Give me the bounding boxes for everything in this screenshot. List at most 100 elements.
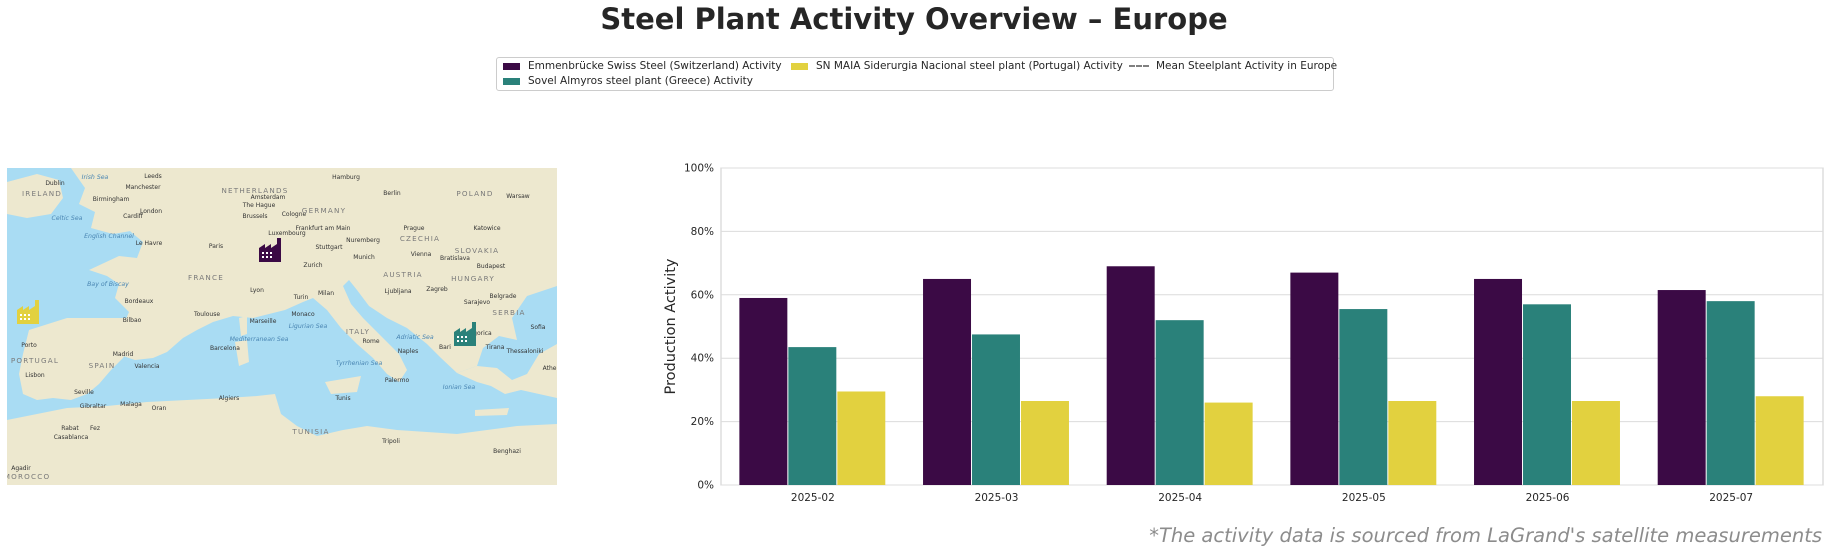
map-label-bay-of-biscay: Bay of Biscay (87, 281, 129, 288)
map-label-zagreb: Zagreb (426, 286, 448, 293)
map-label-cardiff: Cardiff (123, 213, 144, 220)
map-label-seville: Seville (74, 389, 94, 396)
map-label-amsterdam: Amsterdam (251, 194, 286, 201)
map-label-algiers: Algiers (219, 395, 240, 402)
factory-shape (454, 322, 476, 346)
factory-window (262, 252, 264, 254)
factory-window (28, 314, 30, 316)
y-tick-label: 20% (691, 416, 714, 428)
map-label-palermo: Palermo (385, 377, 410, 384)
map-label-italy: ITALY (346, 327, 370, 336)
map-label-malaga: Malaga (120, 401, 142, 408)
map-label-tirana: Tirana (485, 344, 505, 351)
europe-map-graphic: IRELAND Dublin Irish Sea Leeds Manchester Bir… (7, 168, 557, 485)
map-land-east (457, 344, 557, 398)
map-land-corsica (239, 316, 247, 336)
map-label-budapest: Budapest (477, 263, 506, 270)
map-land-north (89, 168, 557, 382)
map-label-stuttgart: Stuttgart (316, 244, 344, 251)
factory-window (457, 340, 459, 342)
map-label-paris: Paris (209, 243, 223, 250)
bar-sn-2025-06 (1571, 400, 1620, 485)
map-label-turin: Turin (293, 294, 309, 301)
legend-item-maia: SN MAIA Siderurgia Nacional steel plant … (791, 60, 1123, 72)
map-label-tunis: Tunis (334, 395, 350, 402)
factory-window (270, 252, 272, 254)
map-label-poland: POLAND (456, 189, 493, 198)
map-label-ljubljana: Ljubljana (384, 288, 411, 295)
map-label-austria: AUSTRIA (383, 270, 423, 279)
map-label-the-hague: The Hague (242, 202, 276, 209)
factory-window (28, 318, 30, 320)
map-label-agadir: Agadir (11, 465, 31, 472)
bar-chart: 0% 20% 40% 60% 80% 100% 2025-02 2025-03 2025-04 2… (600, 150, 1828, 510)
bar-sovel-2025-06 (1523, 304, 1571, 485)
map-label-fez: Fez (90, 425, 100, 432)
map-label-cologne: Cologne (282, 211, 307, 218)
map-label-frankfurt-am-main: Frankfurt am Main (296, 225, 351, 232)
factory-window (465, 336, 467, 338)
map-label-celtic-sea: Celtic Sea (52, 214, 83, 222)
map-label-casablanca: Casablanca (54, 434, 89, 441)
legend-swatch-maia (791, 62, 808, 70)
map-label-sofia: Sofia (531, 324, 546, 331)
legend-swatch-sovel (503, 77, 520, 85)
map-land-ireland (7, 174, 63, 218)
map-land-sicily (325, 376, 361, 394)
bar-sovel-2025-04 (1155, 320, 1204, 485)
y-tick-label: 0% (697, 480, 714, 492)
bar-emmenbr-cke-2025-03 (923, 278, 972, 485)
bar-sovel-2025-02 (788, 347, 837, 485)
map-label-berlin: Berlin (383, 190, 401, 197)
legend-item-emmenbrucke: Emmenbrücke Swiss Steel (Switzerland) Ac… (503, 60, 782, 72)
map-label-barcelona: Barcelona (210, 345, 240, 352)
map-label-podgorica: Podgorica (462, 330, 492, 337)
map-label-dublin: Dublin (45, 180, 65, 187)
map-label-ligurian-sea: Ligurian Sea (289, 323, 328, 330)
map-label-luxembourg: Luxembourg (268, 230, 306, 237)
factory-window (20, 314, 22, 316)
factory-window (465, 340, 467, 342)
y-tick-label: 60% (691, 289, 714, 301)
bar-emmenbr-cke-2025-04 (1106, 266, 1155, 485)
legend-label-emmenbrucke: Emmenbrücke Swiss Steel (Switzerland) Ac… (528, 60, 782, 72)
map-label-warsaw: Warsaw (506, 193, 529, 200)
x-tick-label: 2025-07 (1709, 492, 1753, 504)
map-label-germany: GERMANY (302, 206, 346, 215)
map-label-leeds: Leeds (144, 173, 162, 180)
map-label-tripoli: Tripoli (381, 438, 400, 445)
map-label-naples: Naples (398, 348, 418, 355)
factory-window (461, 336, 463, 338)
factory-window (270, 256, 272, 258)
x-tick-label: 2025-03 (975, 492, 1019, 504)
factory-shape (17, 300, 39, 324)
map-label-hungary: HUNGARY (451, 274, 495, 283)
map-label-munich: Munich (353, 254, 375, 261)
map-label-lisbon: Lisbon (25, 372, 45, 379)
map-label-english-channel: English Channel (84, 233, 134, 240)
map-label-tyrrhenian-sea: Tyrrhenian Sea (336, 360, 383, 367)
axis-layer: 0% 20% 40% 60% 80% 100% 2025-02 2025-03 2025-04 2… (684, 163, 1753, 505)
map-label-mediterranean-sea: Mediterranean Sea (230, 335, 289, 343)
legend-item-mean: Mean Steelplant Activity in Europe (1129, 60, 1337, 72)
legend-label-maia: SN MAIA Siderurgia Nacional steel plant … (816, 60, 1123, 72)
map-label-rome: Rome (362, 338, 379, 345)
y-tick-label: 80% (691, 226, 714, 238)
factory-window (20, 318, 22, 320)
bar-sn-2025-05 (1388, 400, 1437, 485)
map-label-birmingham: Birmingham (93, 196, 130, 203)
map-label-spain: SPAIN (89, 361, 116, 370)
map-label-rabat: Rabat (61, 425, 79, 432)
map-label-bordeaux: Bordeaux (125, 298, 154, 305)
map-land-crete (475, 408, 509, 416)
factory-window (266, 256, 268, 258)
map-label-tunisia: TUNISIA (291, 427, 329, 436)
map-label-irish-sea: Irish Sea (82, 174, 109, 181)
x-tick-label: 2025-04 (1158, 492, 1202, 504)
map-land-sardinia (235, 340, 249, 366)
factory-window (457, 336, 459, 338)
bar-sovel-2025-07 (1706, 301, 1755, 485)
map-label-valencia: Valencia (134, 363, 159, 370)
map-label-vienna: Vienna (411, 251, 432, 258)
map-label-netherlands: NETHERLANDS (221, 186, 288, 195)
